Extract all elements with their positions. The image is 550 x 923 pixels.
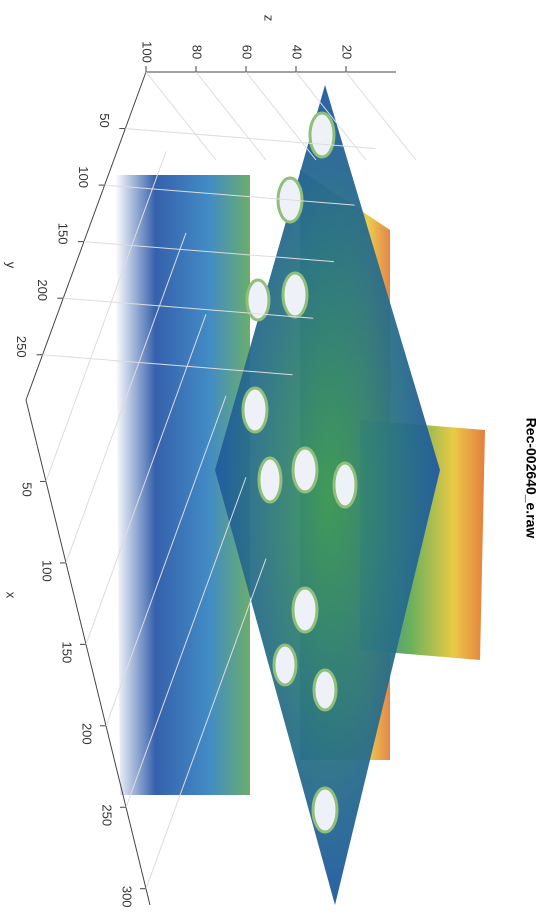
x-tick-label: 50: [20, 482, 35, 496]
y-tick-label: 250: [14, 336, 29, 358]
x-tick-label: 100: [40, 560, 55, 582]
x-axis-label: x: [4, 592, 19, 599]
grid-line: [246, 72, 316, 160]
z-tick-label: 80: [190, 45, 205, 59]
volume-slices: [115, 85, 485, 905]
grid-line: [146, 72, 216, 160]
chart-title: Rec-002640_e.raw: [523, 418, 539, 539]
z-tick-label: 60: [240, 45, 255, 59]
y-tick-label: 200: [35, 279, 50, 301]
x-tick-label: 300: [120, 886, 135, 908]
chart: Rec-002640_e.raw z y x 20 40 60 80 100 50 100 1…: [0, 0, 550, 923]
z-tick-label: 100: [140, 41, 155, 63]
y-axis-label: y: [4, 262, 19, 269]
z-tick-label: 40: [290, 45, 305, 59]
x-tick-label: 200: [80, 723, 95, 745]
grid-line: [196, 72, 266, 160]
y-tick-label: 50: [97, 113, 112, 127]
y-tick-label: 100: [76, 166, 91, 188]
z-axis-label: z: [262, 15, 277, 22]
z-tick-label: 20: [340, 45, 355, 59]
x-tick-label: 250: [100, 804, 115, 826]
y-tick-label: 150: [55, 223, 70, 245]
x-tick-label: 150: [60, 642, 75, 664]
